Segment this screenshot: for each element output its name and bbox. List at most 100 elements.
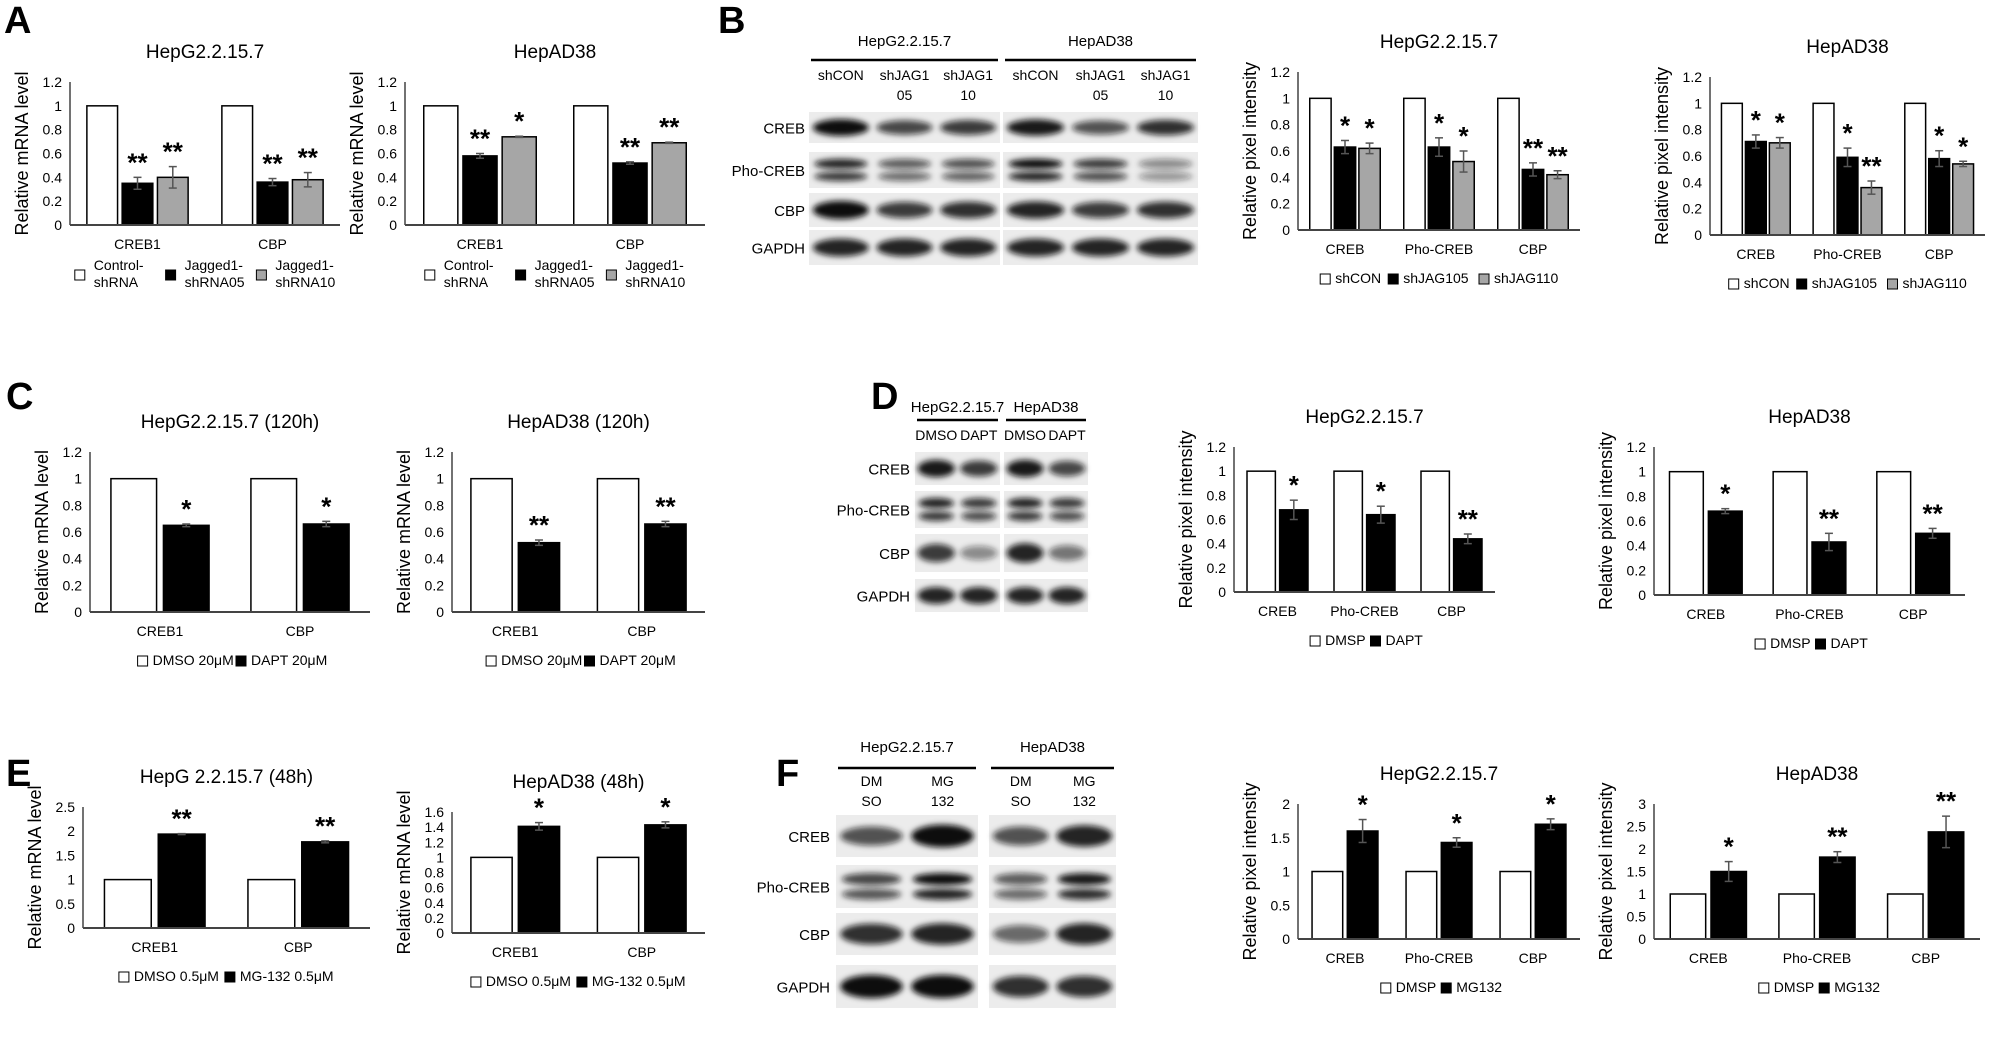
y-tick-label: 1.6 (425, 804, 445, 820)
significance-marker: ** (1547, 141, 1568, 171)
y-tick-label: 1 (74, 471, 82, 487)
y-tick-label: 0.4 (1627, 538, 1647, 554)
legend: DMSO 0.5μM MG-132 0.5μM (470, 973, 686, 989)
blot-band (1006, 119, 1065, 136)
legend-item: Jagged1-shRNA05 (165, 257, 245, 290)
blot-row-label: Pho-CREB (757, 880, 830, 897)
blot-band (960, 587, 998, 604)
significance-marker: * (660, 792, 671, 822)
blot-band (1008, 158, 1063, 169)
y-tick-label: 0.6 (1271, 143, 1291, 159)
x-category-label: CREB1 (492, 623, 539, 639)
legend-label-line: Jagged1- (185, 257, 244, 273)
bar-cbp-1 (256, 181, 289, 226)
significance-marker: ** (1819, 503, 1840, 533)
y-tick-label: 1.5 (1627, 864, 1647, 880)
y-tick-label: 0.6 (378, 146, 398, 162)
y-tick-label: 1 (436, 849, 444, 865)
x-category-label: CREB1 (114, 236, 161, 252)
bar-cbp-1 (1914, 532, 1951, 596)
blot-lane-label: MG (931, 773, 954, 789)
legend-label-line: Jagged1- (275, 257, 334, 273)
blot-band (912, 873, 973, 886)
x-category-label: CBP (627, 944, 656, 960)
blot-lane-label: 132 (931, 793, 955, 809)
y-tick-label: 0.2 (1683, 201, 1703, 217)
blot-lane-label: shJAG1 (1141, 67, 1191, 83)
blot-band (960, 545, 998, 561)
blot-row-label: CBP (799, 927, 830, 944)
legend-item: shJAG110 (1887, 275, 1967, 291)
significance-marker: * (1724, 832, 1735, 862)
bar-creb-0 (1720, 102, 1744, 236)
significance-marker: * (321, 491, 332, 521)
chart-svg: HepG2.2.15.7 (120h) Relative mRNA level 0 0… (32, 412, 370, 668)
bar-chart-b1: HepG2.2.15.7 Relative pixel intensity 0 0.2… (1228, 20, 1590, 305)
blot-membrane (809, 152, 1000, 188)
y-tick-label: 0.6 (425, 880, 445, 896)
chart-title: HepAD38 (1806, 37, 1888, 58)
legend-swatch (1319, 273, 1331, 285)
blot-membrane (1004, 491, 1088, 528)
legend-swatch (74, 269, 86, 281)
y-tick-label: 0.5 (1627, 909, 1647, 925)
legend-label-line: MG-132 0.5μM (240, 968, 334, 984)
bar-chart-a2: HepAD38 Relative mRNA level 0 0.2 0.4 0.6 0.8 1… (335, 30, 715, 300)
bar-chart-f2: HepAD38 Relative pixel intensity 0 0.5 1 1.5 2… (1584, 752, 1990, 1014)
y-tick-label: 0.2 (1207, 560, 1227, 576)
blot-band (1071, 201, 1130, 219)
x-category-label: CREB (1736, 246, 1775, 262)
legend-item: DMSP (1754, 635, 1811, 651)
bar-creb-1 (1346, 830, 1379, 940)
legend: DMSO 20μM DAPT 20μM (485, 652, 676, 668)
legend-swatch (1815, 638, 1826, 650)
bar-creb-0 (1309, 97, 1332, 231)
blot-lane-label: 10 (960, 87, 976, 103)
y-tick-label: 1.2 (1683, 69, 1703, 85)
blot-group-label: HepG2.2.15.7 (860, 739, 953, 756)
y-tick-label: 1.2 (378, 74, 398, 90)
bar-cbp-0 (1876, 470, 1912, 596)
legend-label: DMSP (1396, 979, 1436, 995)
blot-membrane (836, 815, 978, 857)
legend-label-line: shRNA10 (625, 274, 685, 290)
x-category-label: CREB (1258, 603, 1297, 619)
legend-item: MG-132 0.5μM (576, 973, 686, 989)
y-tick-label: 1.2 (1627, 439, 1647, 455)
legend-label-line: shRNA05 (185, 274, 245, 290)
legend-label-line: DMSP (1770, 635, 1810, 651)
bar-pho-creb-1 (1427, 146, 1451, 231)
legend-item: Control-shRNA (74, 257, 144, 290)
legend-item: Control-shRNA (424, 257, 494, 290)
blot-band (1073, 158, 1128, 169)
blot-membrane (989, 965, 1116, 1008)
y-tick-label: 0.6 (1627, 513, 1647, 529)
legend-swatch (118, 971, 130, 983)
bar-creb-1 (1333, 146, 1357, 231)
blot-band (876, 120, 933, 135)
y-tick-label: 0.2 (378, 193, 398, 209)
blot-membrane (989, 815, 1116, 857)
blot-band (814, 158, 868, 169)
legend: DMSO 20μM DAPT 20μM (137, 652, 327, 668)
x-category-label: Pho-CREB (1813, 246, 1881, 262)
blot-membrane (1003, 152, 1198, 188)
chart-svg: HepG 2.2.15.7 (48h) Relative mRNA level 0 0… (25, 767, 370, 984)
blot-row-label: CBP (774, 203, 805, 220)
blot-band (960, 498, 997, 509)
bar-creb1-1 (157, 833, 206, 929)
bar-pho-creb-0 (1333, 470, 1364, 593)
blot-lane-label: DAPT (1048, 427, 1086, 443)
legend-label: MG-132 0.5μM (592, 973, 686, 989)
significance-marker: * (1720, 479, 1731, 509)
bar-cbp-1 (644, 523, 687, 613)
legend: shCON shJAG105 shJAG110 (1728, 275, 1967, 291)
chart-title: HepG2.2.15.7 (1380, 32, 1498, 53)
chart-title: HepG2.2.15.7 (146, 42, 264, 63)
y-tick-label: 0.8 (1683, 122, 1703, 138)
blot-membrane (1003, 230, 1198, 265)
bar-chart-f1: HepG2.2.15.7 Relative pixel intensity 0 0.5… (1228, 752, 1590, 1014)
legend-label-line: shJAG110 (1494, 270, 1559, 286)
significance-marker: ** (172, 804, 193, 834)
